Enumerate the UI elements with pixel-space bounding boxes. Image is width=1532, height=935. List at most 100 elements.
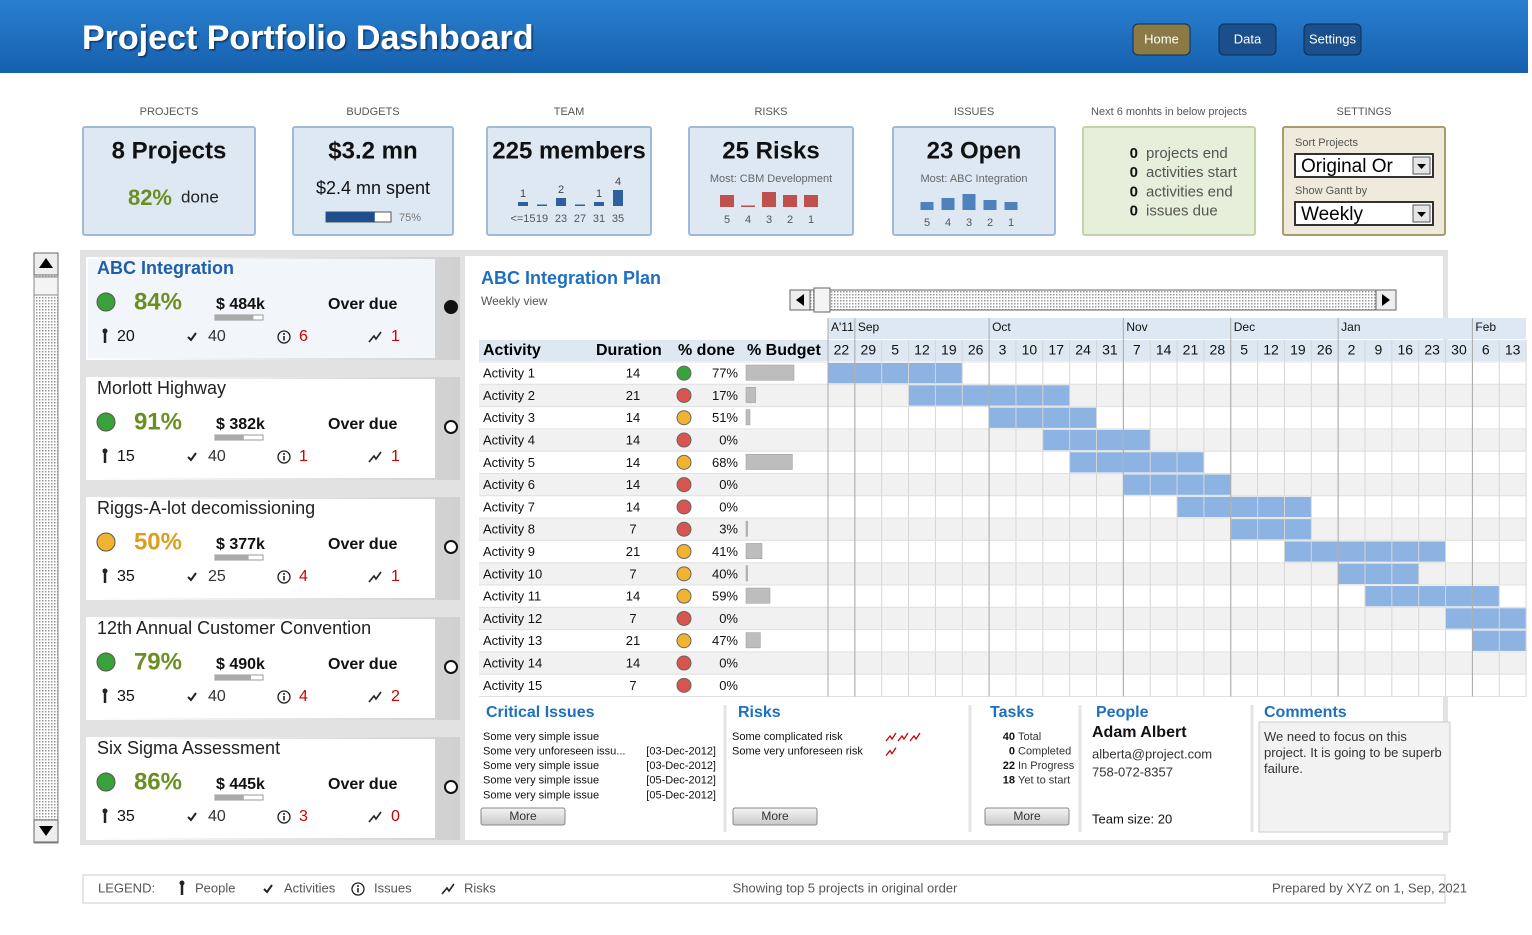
activity-name: Activity 6 (483, 477, 535, 492)
task-value: 22 (1003, 760, 1015, 772)
activity-name: Activity 5 (483, 455, 535, 470)
more-button[interactable] (480, 807, 566, 826)
budget-bar (215, 435, 244, 440)
kpi-label: PROJECTS (140, 106, 199, 118)
row (479, 607, 1527, 630)
column-header: % Budget (747, 342, 821, 359)
project-name: Riggs-A-lot decomissioning (97, 498, 315, 518)
person-email: alberta@project.com (1092, 746, 1212, 761)
nav-button[interactable] (1303, 23, 1362, 56)
activity-done: 3% (719, 522, 738, 537)
next-value: 0 (1130, 164, 1138, 181)
activity-status (676, 566, 692, 582)
issue-text: Some very unforeseen issu... (483, 746, 625, 758)
risks-icon (368, 331, 382, 343)
activity-status (676, 410, 692, 426)
dropdown[interactable] (1294, 153, 1434, 178)
row (479, 629, 1527, 652)
project-radio[interactable] (444, 420, 458, 434)
column-header: Activity (483, 342, 541, 359)
task-value: 0 (1009, 746, 1015, 758)
person-name: Adam Albert (1092, 724, 1187, 741)
gantt-bar (1069, 452, 1204, 473)
comments-text: We need to focus on this project. It is … (1264, 729, 1442, 776)
mini-bar (594, 202, 604, 206)
row (479, 428, 1527, 452)
week-label: 6 (1482, 342, 1490, 358)
scroll-thumb[interactable] (33, 276, 59, 296)
activity-done: 47% (712, 633, 738, 648)
project-radio[interactable] (444, 300, 458, 314)
section-title: Comments (1264, 704, 1347, 721)
next-label: activities end (1146, 183, 1233, 200)
project-name: ABC Integration (97, 258, 234, 278)
kpi-box (486, 126, 652, 236)
nav-button[interactable] (1218, 23, 1277, 56)
week-label: 16 (1397, 342, 1413, 358)
budget-bar (745, 587, 771, 604)
plan-subtitle: Weekly view (481, 294, 548, 308)
project-radio[interactable] (444, 540, 458, 554)
nav-button[interactable] (1132, 23, 1191, 56)
activity-duration: 14 (626, 589, 640, 604)
project-radio[interactable] (444, 780, 458, 794)
mini-bar (518, 202, 528, 206)
activity-status (676, 477, 692, 493)
kpi-spent: $2.4 mn spent (316, 178, 430, 198)
dropdown[interactable] (1294, 201, 1434, 226)
dashboard-title: Project Portfolio Dashboard (82, 19, 534, 57)
activities-icon (187, 332, 197, 342)
nav-label: Data (1234, 31, 1262, 46)
month-label: Nov (1126, 320, 1147, 334)
budget-bar (215, 795, 244, 800)
dropdown-value: Weekly (1301, 204, 1363, 225)
dropdown-arrow (1417, 164, 1426, 169)
activity-done: 0% (719, 432, 738, 447)
risks-icon (441, 883, 455, 895)
more-button[interactable] (984, 807, 1070, 826)
activity-status (676, 677, 692, 693)
footer-prepared: Prepared by XYZ on 1, Sep, 2021 (1272, 880, 1467, 895)
project-risks: 1 (391, 328, 400, 345)
activity-status (676, 454, 692, 470)
kpi-value: 25 Risks (722, 137, 819, 164)
people-icon (102, 568, 108, 574)
people-icon (102, 448, 108, 454)
budget-bar (215, 555, 249, 560)
activity-status (676, 387, 692, 403)
issue-text: Some very simple issue (483, 775, 599, 787)
week-label: 21 (1183, 342, 1199, 358)
gantt-scroll-thumb[interactable] (813, 287, 831, 313)
mini-bar (537, 204, 547, 206)
next-label: projects end (1146, 145, 1228, 162)
activity-duration: 14 (626, 432, 640, 447)
activity-duration: 14 (626, 477, 640, 492)
kpi-label: Next 6 monhts in below projects (1091, 106, 1247, 118)
activities-icon (187, 692, 197, 702)
scrollbar[interactable] (33, 252, 59, 844)
project-risks: 2 (391, 688, 400, 705)
activity-duration: 21 (626, 388, 640, 403)
section-title: Critical Issues (486, 704, 595, 721)
activity-name: Activity 1 (483, 366, 535, 381)
risk-text: Some very unforeseen risk (732, 746, 863, 758)
activity-done: 59% (712, 589, 738, 604)
gantt-scroll[interactable] (789, 289, 1397, 311)
project-card-body (88, 739, 435, 838)
risk-text: Some complicated risk (732, 731, 843, 743)
footer-note: Showing top 5 projects in original order (733, 880, 958, 895)
more-button[interactable] (732, 807, 818, 826)
row (479, 451, 1527, 474)
project-radio[interactable] (444, 660, 458, 674)
week-label: 9 (1375, 342, 1383, 358)
kpi-label: BUDGETS (346, 106, 399, 118)
project-activities: 40 (208, 808, 226, 825)
more-label: More (761, 809, 789, 823)
month-label: Oct (992, 320, 1011, 334)
activity-duration: 21 (626, 633, 640, 648)
issues-icon (283, 453, 285, 455)
week-label: 30 (1451, 342, 1467, 358)
mini-category: 5 (924, 217, 930, 229)
project-status (96, 292, 116, 312)
project-done: 84% (134, 288, 182, 315)
